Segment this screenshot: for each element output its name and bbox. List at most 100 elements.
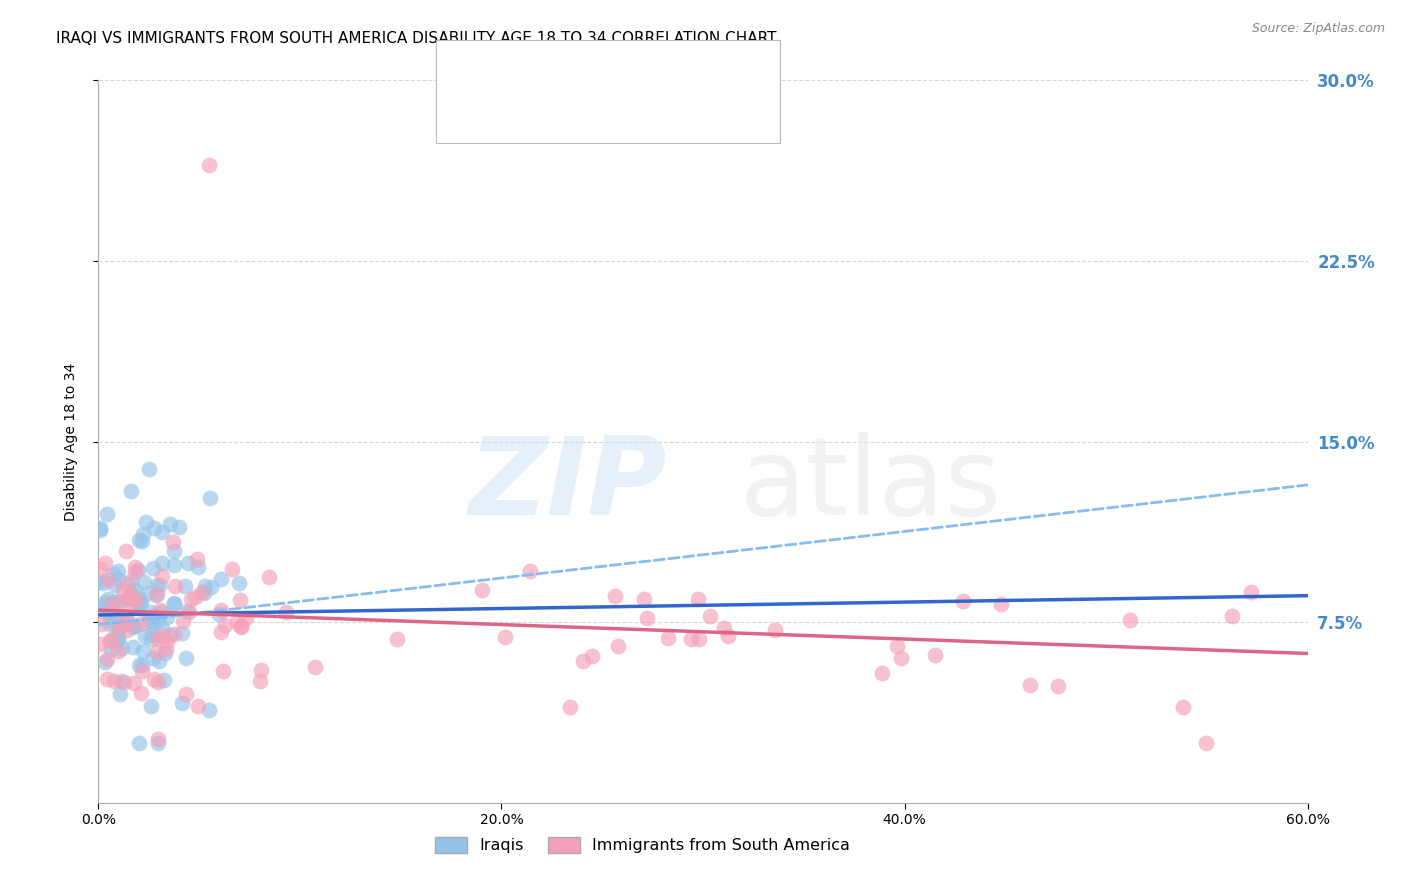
Point xyxy=(142,617,165,632)
Point xyxy=(221,562,243,576)
Legend: Iraqis, Immigrants from South America: Iraqis, Immigrants from South America xyxy=(429,830,856,860)
Point xyxy=(184,591,207,605)
Point xyxy=(139,632,162,646)
Point xyxy=(155,642,177,657)
Point xyxy=(148,731,170,746)
Point xyxy=(111,640,134,655)
Point xyxy=(136,586,159,600)
Point xyxy=(197,702,219,716)
Point xyxy=(100,642,122,657)
Point xyxy=(633,592,655,607)
Point xyxy=(146,613,169,627)
Point xyxy=(120,574,142,589)
Point xyxy=(141,627,163,641)
Point xyxy=(142,651,165,665)
Point xyxy=(156,634,179,648)
Point xyxy=(107,623,129,637)
Point xyxy=(146,735,169,749)
Point xyxy=(146,587,169,601)
Point xyxy=(276,605,298,619)
Text: IRAQI VS IMMIGRANTS FROM SOUTH AMERICA DISABILITY AGE 18 TO 34 CORRELATION CHART: IRAQI VS IMMIGRANTS FROM SOUTH AMERICA D… xyxy=(56,31,776,46)
Point xyxy=(1240,585,1263,599)
Point xyxy=(131,615,153,630)
Point xyxy=(209,572,232,586)
Point xyxy=(117,591,139,606)
Point xyxy=(112,583,135,598)
Point xyxy=(107,633,129,648)
Text: N =: N = xyxy=(614,107,651,121)
Text: atlas: atlas xyxy=(740,432,1001,538)
Point xyxy=(257,570,280,584)
Point xyxy=(150,629,173,643)
Point xyxy=(120,586,142,600)
Point xyxy=(494,630,516,644)
Point xyxy=(1195,736,1218,750)
Point xyxy=(226,615,249,629)
Point xyxy=(229,592,252,607)
Point xyxy=(152,673,174,688)
Point xyxy=(688,632,710,646)
Point xyxy=(229,620,252,634)
Point xyxy=(115,615,138,630)
Point xyxy=(91,576,114,591)
Point xyxy=(163,627,186,641)
Point xyxy=(139,698,162,713)
Point xyxy=(108,594,131,608)
Point xyxy=(146,631,169,645)
Point xyxy=(103,566,125,581)
Point xyxy=(717,629,740,643)
Point xyxy=(924,648,946,663)
Point xyxy=(110,674,132,689)
Text: 101: 101 xyxy=(657,107,690,121)
Point xyxy=(112,674,135,689)
Point xyxy=(129,686,152,700)
Point xyxy=(89,637,111,651)
Point xyxy=(107,572,129,586)
Point xyxy=(607,640,630,654)
Point xyxy=(120,484,142,499)
Point xyxy=(174,579,197,593)
Point xyxy=(304,660,326,674)
Point xyxy=(104,578,127,592)
Point xyxy=(471,583,494,598)
Point xyxy=(108,687,131,701)
Point xyxy=(174,651,197,665)
Point xyxy=(231,619,253,633)
Point xyxy=(198,491,221,506)
Point xyxy=(657,632,679,646)
Point xyxy=(97,573,120,587)
Point xyxy=(952,594,974,608)
Point xyxy=(96,652,118,666)
Point xyxy=(129,596,152,610)
Point xyxy=(103,674,125,689)
Point xyxy=(138,614,160,628)
Point xyxy=(191,585,214,599)
Point xyxy=(212,664,235,678)
Point xyxy=(176,604,198,618)
Point xyxy=(174,687,197,701)
Point xyxy=(1220,609,1243,624)
Point xyxy=(150,605,173,619)
Point xyxy=(90,616,112,631)
Point xyxy=(146,645,169,659)
Point xyxy=(886,639,908,653)
Point xyxy=(132,527,155,541)
Point xyxy=(139,605,162,619)
Point xyxy=(121,640,143,654)
Point xyxy=(162,544,184,558)
Point xyxy=(100,597,122,611)
Point xyxy=(143,672,166,686)
Point xyxy=(169,520,191,534)
Point xyxy=(581,648,603,663)
Text: -0.109: -0.109 xyxy=(544,107,602,121)
Text: ZIP: ZIP xyxy=(468,432,666,538)
Text: 0.061: 0.061 xyxy=(544,65,595,79)
Point xyxy=(89,574,111,588)
Point xyxy=(97,607,120,621)
Point xyxy=(198,157,221,171)
Point xyxy=(128,533,150,547)
Point xyxy=(200,580,222,594)
Point xyxy=(208,607,231,622)
Point xyxy=(146,577,169,591)
Point xyxy=(250,663,273,677)
